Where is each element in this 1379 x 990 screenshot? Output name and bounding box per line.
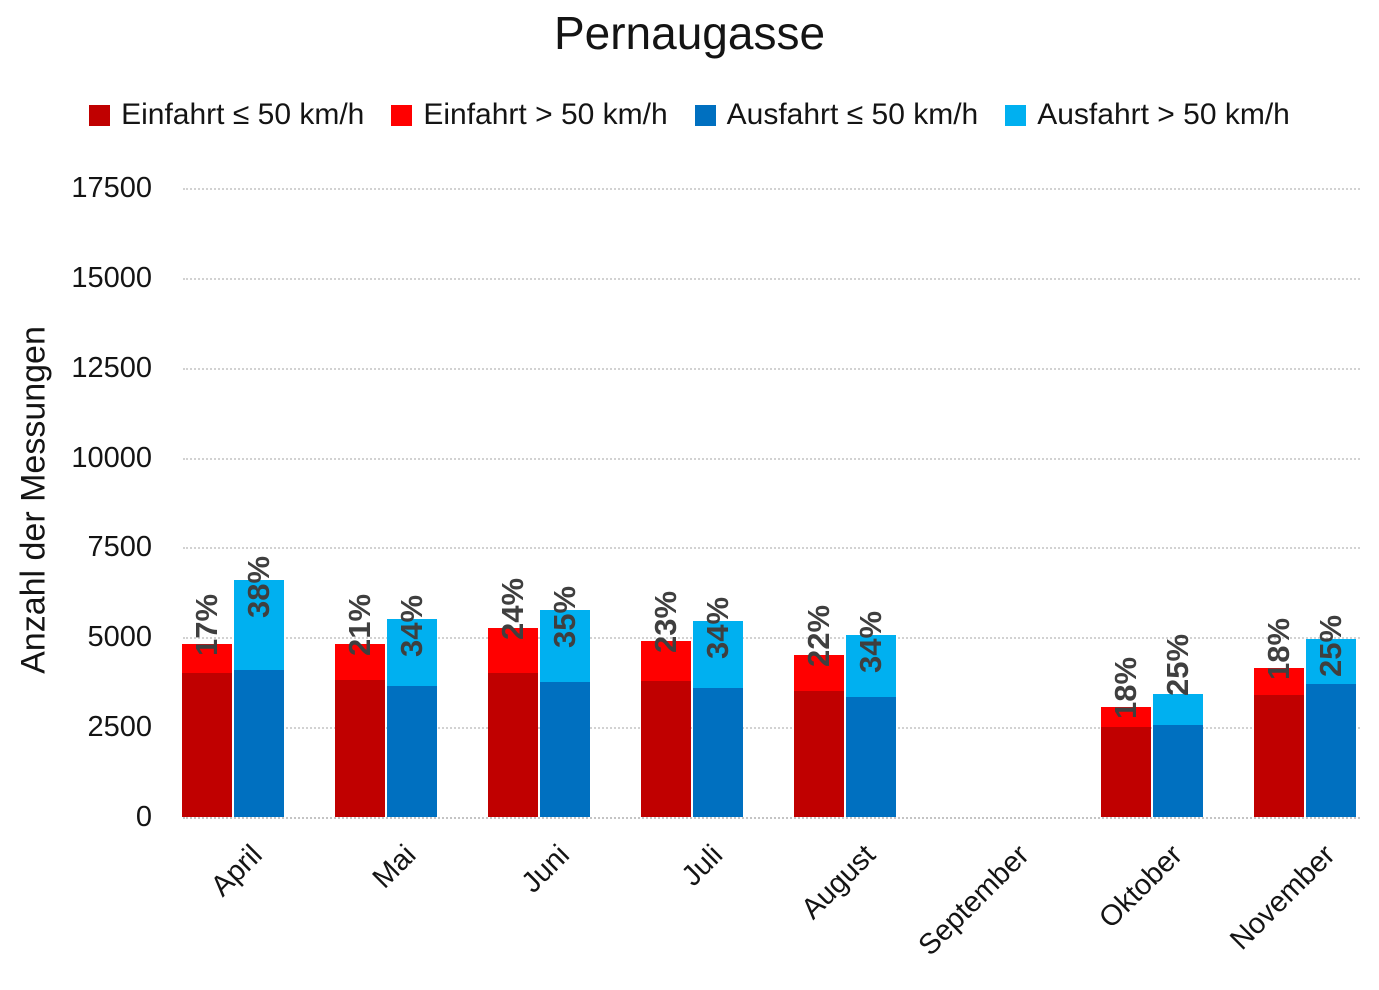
bar-percentage-label: 25% bbox=[1312, 615, 1348, 678]
bar-segment-ausfahrt-gt50 bbox=[693, 621, 744, 688]
bar-segment-ausfahrt-gt50 bbox=[1305, 639, 1356, 684]
legend-swatch-icon bbox=[1005, 104, 1027, 126]
bar-percentage-label: 17% bbox=[188, 594, 224, 657]
legend-swatch-icon bbox=[89, 104, 111, 126]
bar-segment-ausfahrt-le50 bbox=[1305, 684, 1356, 817]
legend: Einfahrt ≤ 50 km/h Einfahrt > 50 km/h Ausf… bbox=[0, 98, 1379, 132]
x-axis-label: Juli bbox=[675, 839, 729, 893]
bar-segment-ausfahrt-le50 bbox=[539, 682, 590, 817]
bar-segment-einfahrt-le50 bbox=[181, 673, 232, 817]
bar-segment-ausfahrt-le50 bbox=[846, 697, 897, 817]
bar-percentage-label: 34% bbox=[853, 611, 889, 674]
bar-percentage-label: 18% bbox=[1260, 617, 1296, 680]
y-tick-label: 15000 bbox=[71, 261, 152, 294]
bar-segment-einfahrt-gt50 bbox=[794, 655, 845, 692]
y-tick-label: 0 bbox=[135, 801, 152, 833]
gridline bbox=[183, 637, 1360, 640]
bar-segment-ausfahrt-le50 bbox=[233, 669, 284, 817]
bar-segment-ausfahrt-gt50 bbox=[386, 619, 437, 686]
bar-segment-einfahrt-gt50 bbox=[1100, 707, 1151, 728]
gridline bbox=[183, 367, 1360, 370]
legend-item-label: Ausfahrt > 50 km/h bbox=[1037, 98, 1290, 131]
bar-segment-einfahrt-le50 bbox=[487, 673, 538, 817]
bar-percentage-label: 25% bbox=[1159, 634, 1195, 697]
bar-percentage-label: 34% bbox=[393, 595, 429, 658]
legend-item-label: Einfahrt > 50 km/h bbox=[423, 98, 668, 131]
gridline bbox=[183, 277, 1360, 280]
legend-swatch-icon bbox=[391, 104, 413, 126]
legend-item-label: Ausfahrt ≤ 50 km/h bbox=[726, 98, 979, 131]
x-axis-label: August bbox=[795, 839, 882, 926]
gridline bbox=[183, 188, 1360, 190]
legend-item: Ausfahrt ≤ 50 km/h bbox=[694, 98, 979, 132]
x-axis-label: April bbox=[205, 839, 270, 903]
bar-percentage-label: 21% bbox=[341, 594, 377, 657]
bar-segment-ausfahrt-le50 bbox=[386, 685, 437, 817]
legend-item-label: Einfahrt ≤ 50 km/h bbox=[121, 98, 365, 131]
bar-percentage-label: 23% bbox=[648, 590, 684, 653]
gridline bbox=[183, 727, 1360, 730]
y-tick-label: 2500 bbox=[87, 711, 152, 744]
bar-segment-einfahrt-gt50 bbox=[334, 644, 385, 681]
legend-item: Ausfahrt > 50 km/h bbox=[1005, 98, 1290, 132]
x-axis-label: Mai bbox=[366, 839, 423, 895]
legend-item: Einfahrt > 50 km/h bbox=[391, 98, 668, 132]
bar-segment-ausfahrt-le50 bbox=[1152, 724, 1203, 817]
bar-segment-einfahrt-gt50 bbox=[487, 628, 538, 674]
x-axis-label: Oktober bbox=[1092, 839, 1189, 935]
legend-swatch-icon bbox=[694, 104, 716, 126]
bar-segment-ausfahrt-gt50 bbox=[846, 635, 897, 698]
x-axis-label: September bbox=[912, 839, 1036, 962]
bar-percentage-label: 18% bbox=[1107, 657, 1143, 720]
gridline bbox=[183, 817, 1360, 819]
bar-percentage-label: 34% bbox=[700, 597, 736, 660]
x-axis-label: November bbox=[1224, 839, 1342, 957]
bar-segment-ausfahrt-le50 bbox=[693, 687, 744, 817]
chart-title: Pernaugasse bbox=[553, 7, 826, 59]
y-tick-label: 5000 bbox=[87, 621, 152, 654]
gridline bbox=[183, 457, 1360, 460]
bar-segment-einfahrt-gt50 bbox=[641, 640, 692, 682]
gridline bbox=[183, 547, 1360, 550]
bar-segment-einfahrt-gt50 bbox=[181, 644, 232, 674]
bar-segment-einfahrt-le50 bbox=[794, 691, 845, 817]
bar-percentage-label: 24% bbox=[494, 578, 530, 641]
bar-percentage-label: 22% bbox=[801, 605, 837, 668]
bar-segment-einfahrt-le50 bbox=[641, 681, 692, 817]
bar-segment-ausfahrt-gt50 bbox=[539, 610, 590, 683]
bar-segment-einfahrt-le50 bbox=[1253, 694, 1304, 817]
bar-segment-ausfahrt-gt50 bbox=[233, 579, 284, 670]
bar-segment-einfahrt-le50 bbox=[334, 680, 385, 817]
y-tick-label: 7500 bbox=[87, 531, 152, 564]
x-axis-label: Juni bbox=[515, 839, 576, 900]
bar-percentage-label: 35% bbox=[546, 586, 582, 649]
legend-item: Einfahrt ≤ 50 km/h bbox=[89, 98, 364, 132]
y-tick-label: 12500 bbox=[71, 351, 152, 384]
bar-segment-einfahrt-le50 bbox=[1100, 727, 1151, 817]
bar-segment-einfahrt-gt50 bbox=[1253, 667, 1304, 695]
y-tick-label: 10000 bbox=[71, 441, 152, 474]
y-tick-label: 17500 bbox=[71, 172, 152, 204]
bar-segment-ausfahrt-gt50 bbox=[1152, 694, 1203, 725]
bar-percentage-label: 38% bbox=[240, 555, 276, 618]
